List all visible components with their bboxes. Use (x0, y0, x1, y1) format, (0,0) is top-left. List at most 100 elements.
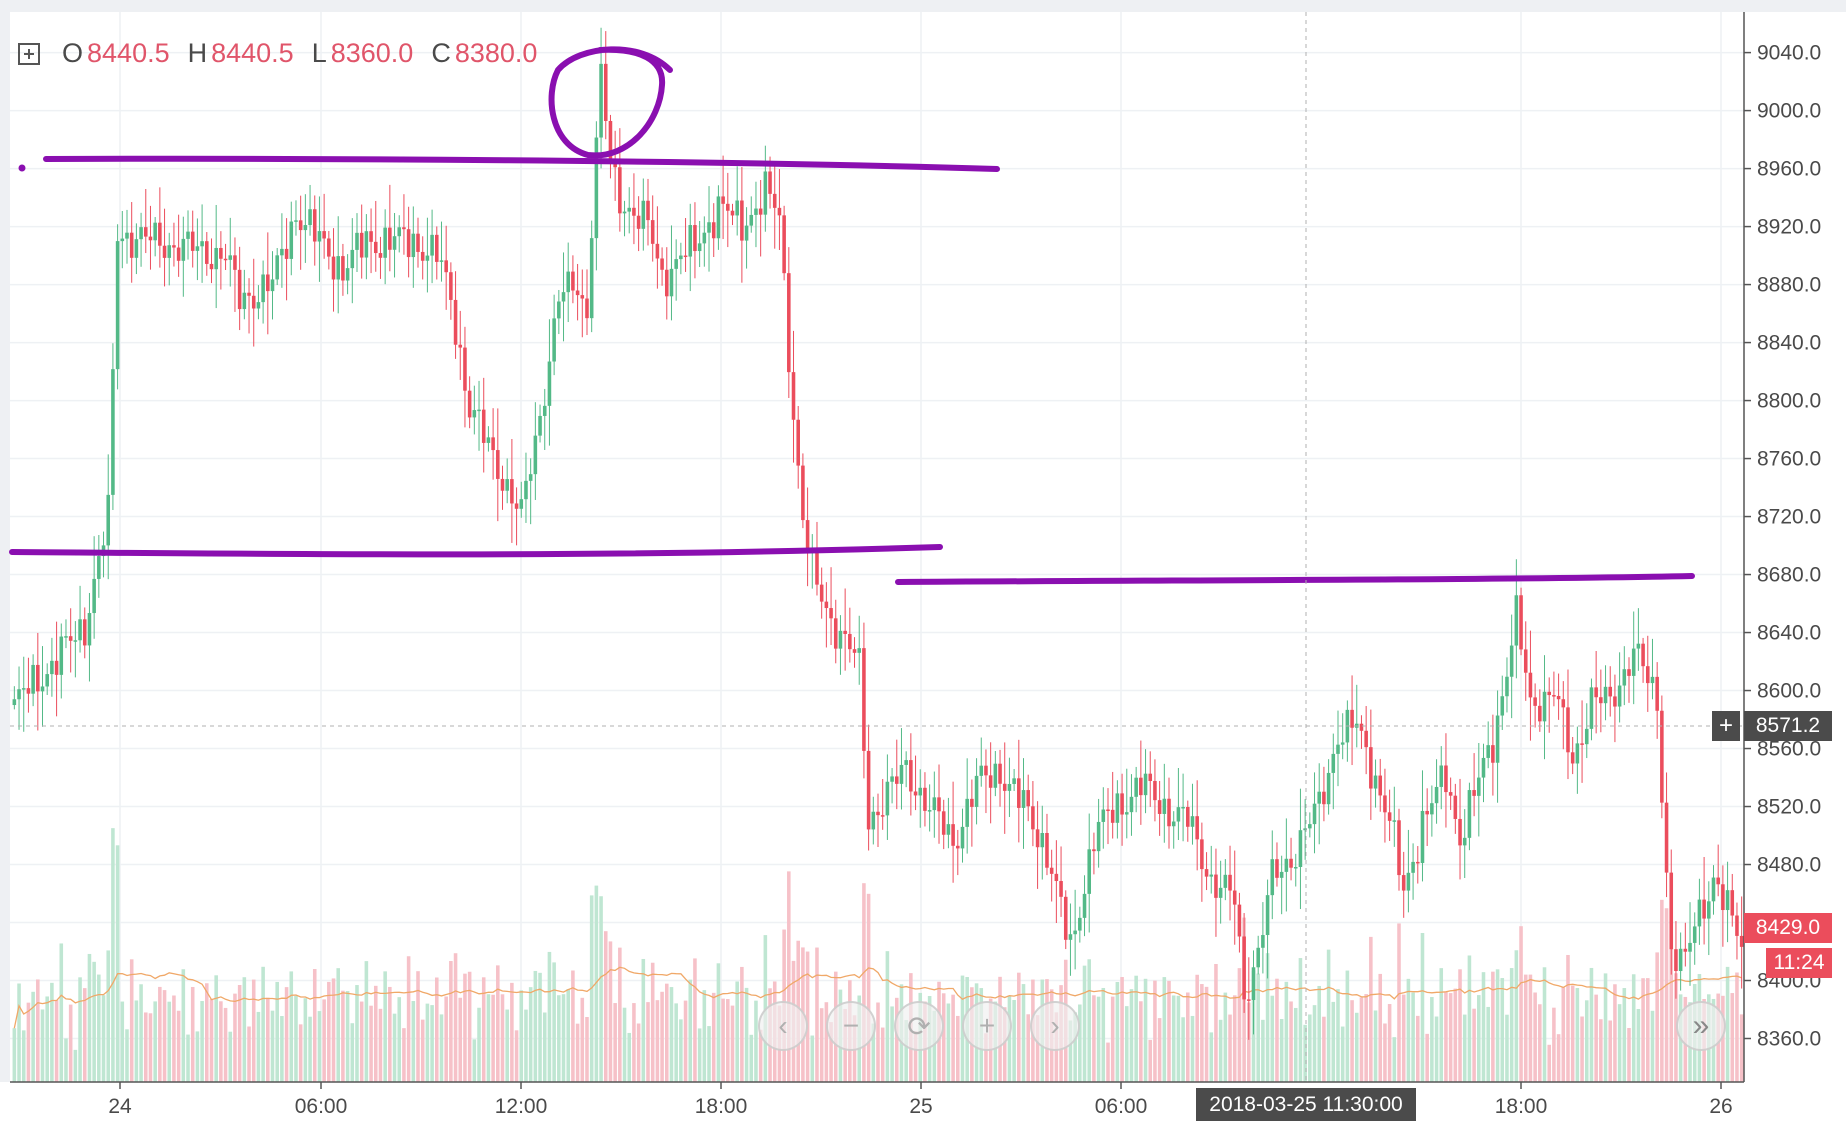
add-alert-button[interactable]: + (1712, 711, 1740, 741)
close-label: C (431, 38, 451, 68)
volume-bar (1500, 978, 1505, 1082)
volume-bar (1739, 1014, 1744, 1082)
candle-body (627, 207, 632, 212)
volume-bar (115, 845, 120, 1082)
candle-body (181, 238, 186, 261)
candle-body (1012, 778, 1016, 784)
volume-bar (1200, 984, 1204, 1082)
candle-body (946, 824, 951, 835)
price-tick-label: 8760.0 (1757, 448, 1821, 471)
candle-body (1167, 798, 1171, 827)
volume-bar (740, 966, 744, 1082)
zoom-out-button[interactable]: − (826, 1001, 876, 1051)
candle-body (439, 260, 444, 262)
volume-bar (1232, 995, 1237, 1082)
volume-bar (664, 983, 669, 1082)
candle-body (1261, 935, 1265, 948)
volume-bar (1538, 1004, 1542, 1082)
volume-bar (655, 1000, 660, 1082)
volume-bar (425, 1003, 430, 1082)
volume-bar (913, 1031, 918, 1082)
candle-body (1021, 790, 1026, 808)
candle-body (1420, 810, 1425, 864)
candle-body (557, 301, 561, 319)
candle-body (1655, 676, 1659, 711)
candle-body (519, 499, 524, 509)
volume-bar (669, 987, 674, 1082)
volume-bar (1453, 988, 1458, 1082)
volume-bar (1331, 1001, 1336, 1082)
candle-body (31, 664, 35, 694)
scroll-right-button[interactable]: › (1030, 1001, 1080, 1051)
candle-body (1176, 807, 1181, 822)
volume-bar (477, 1007, 481, 1082)
volume-bar (186, 1034, 190, 1082)
volume-bar (603, 931, 608, 1082)
expand-icon[interactable] (18, 42, 40, 65)
volume-bar (1223, 992, 1228, 1082)
candle-body (956, 845, 960, 849)
candle-body (1641, 643, 1645, 667)
volume-bar (1021, 984, 1026, 1082)
candle-body (1495, 715, 1500, 763)
volume-bar (688, 979, 693, 1082)
volume-bar (1293, 1007, 1298, 1082)
volume-bar (1139, 1001, 1143, 1082)
candle-body (772, 193, 777, 208)
volume-bar (1570, 985, 1575, 1082)
candle-body (289, 221, 294, 259)
candle-body (176, 247, 181, 261)
volume-bar (1218, 1019, 1223, 1082)
candle-body (435, 234, 439, 262)
ohlc-legend: O 8440.5 H 8440.5 L 8360.0 C 8380.0 (18, 38, 537, 69)
candle-body (1303, 828, 1307, 831)
volume-bar (1134, 975, 1138, 1082)
candle-body (453, 299, 458, 345)
volume-bar (453, 953, 458, 1082)
volume-bar (1340, 1026, 1345, 1082)
candle-body (1523, 649, 1528, 673)
candle-body (1322, 791, 1326, 805)
volume-bar (824, 1002, 829, 1082)
candle-body (1383, 795, 1387, 813)
candle-body (702, 232, 707, 244)
reset-button[interactable]: ⟳ (894, 1001, 944, 1051)
volume-bar (388, 986, 392, 1082)
volume-bar (205, 983, 209, 1082)
candle-body (1026, 790, 1030, 807)
candle-body (1204, 869, 1209, 877)
candle-body (763, 171, 768, 215)
candle-body (1096, 821, 1101, 852)
time-axis[interactable]: 24 06:00 12:00 18:00 25 06:00 18:00 26 (10, 1081, 1744, 1118)
candle-body (64, 636, 68, 638)
scroll-to-realtime-button[interactable]: » (1676, 1001, 1726, 1051)
close-value: 8380.0 (454, 38, 538, 68)
candle-body (683, 255, 688, 258)
candle-body (1308, 824, 1312, 829)
candle-body (970, 798, 974, 807)
volume-bar (1617, 1004, 1622, 1082)
volume-bar (1176, 995, 1181, 1082)
candle-body (1580, 743, 1584, 745)
candle-body (791, 372, 796, 420)
candle-body (125, 232, 129, 239)
volume-bar (214, 975, 218, 1082)
volume-bar (904, 1020, 908, 1082)
candle-body (1617, 685, 1622, 707)
candle-body (463, 347, 467, 391)
candle-body (336, 256, 341, 280)
scroll-left-button[interactable]: ‹ (758, 1001, 808, 1051)
volume-bar (1181, 1017, 1185, 1082)
candle-body (500, 478, 505, 491)
volume-bar (575, 1023, 580, 1082)
candle-body (1223, 874, 1228, 888)
zoom-in-button[interactable]: + (962, 1001, 1012, 1051)
candle-body (1603, 686, 1608, 704)
candle-body (1688, 942, 1692, 952)
candle-body (467, 390, 472, 418)
candle-body (167, 245, 172, 258)
candle-body (425, 255, 430, 261)
candle-body (1444, 765, 1448, 793)
candle-body (1373, 775, 1378, 789)
